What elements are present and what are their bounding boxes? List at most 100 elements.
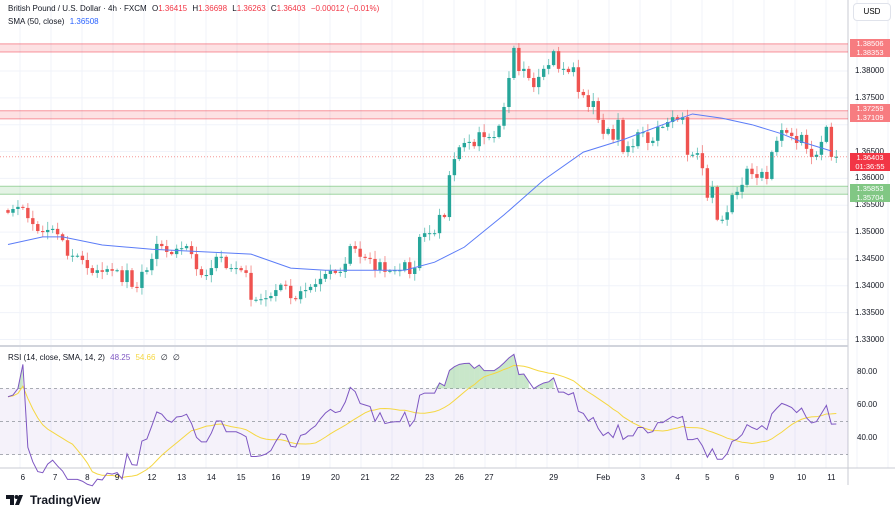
time-axis-label: 21: [361, 473, 370, 482]
candle: [417, 234, 422, 271]
candle-body: [606, 128, 610, 134]
candle: [814, 151, 819, 161]
rsi-overbought-fill: [345, 387, 351, 389]
candle-body: [313, 284, 318, 287]
rsi-overbought-fill: [469, 363, 475, 389]
candle: [155, 235, 159, 267]
candle-body: [834, 156, 839, 158]
candle-body: [477, 132, 481, 147]
candle: [467, 134, 471, 150]
candle-body: [244, 270, 248, 273]
candle-body: [740, 184, 744, 192]
candle-body: [685, 117, 690, 155]
candle-body: [239, 268, 243, 271]
candle-body: [298, 291, 303, 300]
candle-body: [65, 240, 70, 256]
candle: [269, 292, 273, 302]
candle-body: [750, 168, 754, 175]
candle-body: [720, 219, 724, 221]
candle-body: [715, 186, 719, 220]
candle: [799, 132, 804, 146]
candle-body: [100, 270, 104, 272]
rsi-overbought-fill: [543, 381, 549, 389]
rsi-overbought-fill: [434, 382, 440, 389]
candle-body: [467, 141, 471, 143]
candle: [214, 253, 219, 272]
candle: [70, 248, 75, 262]
time-axis-label: 15: [237, 473, 246, 482]
sma-legend[interactable]: SMA (50, close) 1.36508: [8, 17, 99, 26]
candle: [556, 46, 561, 73]
candle-body: [125, 270, 129, 283]
rsi-overbought-fill: [508, 354, 514, 389]
candle: [646, 124, 650, 151]
candle: [522, 61, 526, 78]
candle-body: [145, 270, 149, 272]
candle-body: [75, 255, 80, 257]
candle: [651, 137, 655, 147]
candle-body: [160, 243, 164, 247]
candle: [125, 263, 129, 289]
candle: [26, 203, 30, 223]
symbol-title[interactable]: British Pound / U.S. Dollar · 4h · FXCM: [8, 4, 147, 13]
candle-body: [765, 171, 769, 179]
candle: [546, 58, 551, 75]
candle-body: [303, 290, 308, 292]
candle: [224, 255, 228, 270]
candle: [298, 286, 303, 304]
candle: [725, 205, 729, 226]
candle-body: [31, 218, 35, 225]
candle-body: [95, 270, 99, 273]
candle: [765, 165, 769, 185]
candle-body: [804, 134, 809, 149]
currency-button[interactable]: USD: [853, 3, 891, 21]
candle: [343, 257, 347, 278]
candle: [373, 250, 377, 278]
candle: [690, 151, 695, 158]
candle-body: [41, 231, 45, 233]
candle: [130, 267, 134, 289]
rsi-overbought-fill: [513, 354, 519, 389]
candle-body: [745, 168, 749, 185]
candle-body: [135, 286, 139, 288]
candle-body: [388, 270, 392, 272]
candle-body: [522, 68, 526, 71]
candle-body: [55, 228, 60, 235]
candle-body: [120, 270, 124, 283]
candle-body: [566, 68, 571, 73]
candle: [750, 163, 754, 180]
candle-body: [517, 47, 521, 71]
candle: [606, 127, 610, 136]
rsi-legend[interactable]: RSI (14, close, SMA, 14, 2) 48.25 54.66 …: [8, 353, 180, 362]
candle: [120, 266, 124, 286]
candle-body: [586, 95, 591, 107]
rsi-overbought-fill: [504, 357, 509, 389]
candle-body: [512, 47, 516, 78]
price-tag: 1.36403: [850, 153, 890, 162]
sma-value: 1.36508: [69, 17, 99, 26]
rsi-overbought-fill: [459, 363, 465, 389]
chart-canvas[interactable]: 6 7 8 9 12 13 14 15 16 19 20 21 22 23 26 27 29 Feb 3 4 5 6 9 10…: [0, 0, 895, 490]
candle: [31, 210, 35, 231]
countdown-tag: 01:36:55: [850, 162, 890, 171]
price-tick-label: 1.33000: [855, 334, 884, 344]
candle: [209, 260, 214, 283]
candle: [695, 147, 700, 160]
candle-body: [646, 132, 650, 143]
candle: [705, 164, 710, 201]
candle: [174, 244, 179, 258]
candle-body: [829, 126, 834, 157]
change-value: −0.00012 (−0.01%): [310, 4, 380, 13]
candle-body: [105, 269, 109, 272]
candle-body: [472, 141, 476, 147]
candle-body: [626, 146, 630, 153]
candle: [259, 293, 263, 305]
low-value: 1.36263: [236, 4, 266, 13]
candle-body: [115, 270, 119, 272]
candle: [427, 225, 432, 241]
candle: [204, 269, 209, 280]
candle: [596, 97, 600, 124]
candle: [780, 123, 784, 147]
candle-body: [735, 191, 739, 196]
candle: [274, 283, 278, 302]
